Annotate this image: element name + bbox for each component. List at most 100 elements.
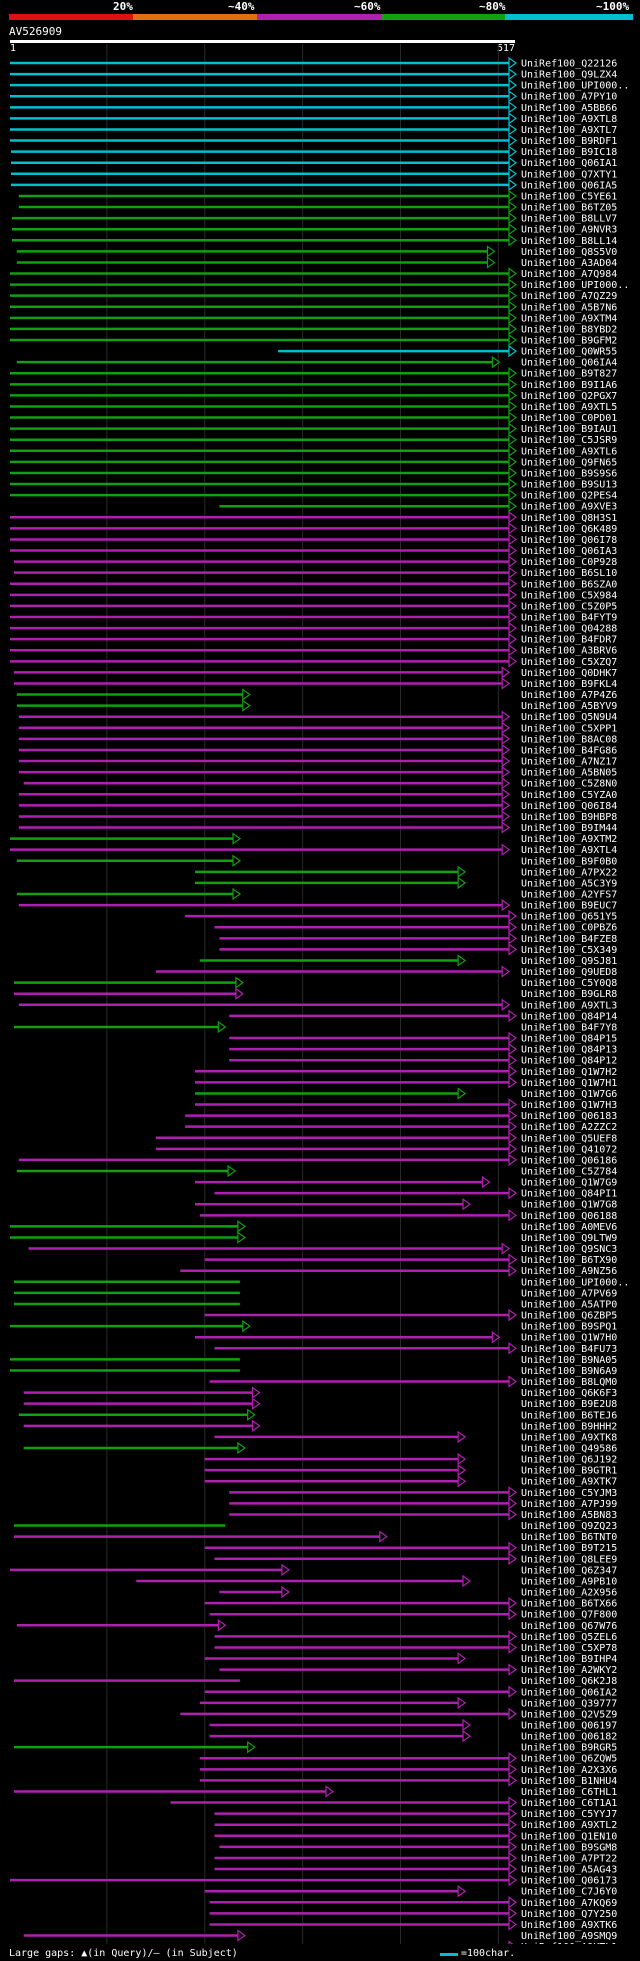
hit-row[interactable]: UniRef100_UPI000.. xyxy=(13,1277,629,1288)
hit-row[interactable]: UniRef100_B8LL14 xyxy=(11,234,617,247)
hit-row[interactable]: UniRef100_C5YJM3 xyxy=(229,1486,617,1499)
hit-row[interactable]: UniRef100_A5BN83 xyxy=(229,1508,617,1521)
hit-label[interactable]: UniRef100_Q22126 xyxy=(521,59,617,70)
hit-label[interactable]: UniRef100_B9N6A9 xyxy=(521,1366,617,1377)
hit-label[interactable]: UniRef100_A9XVE3 xyxy=(521,502,617,513)
hit-row[interactable]: UniRef100_Q1W7G6 xyxy=(194,1087,617,1100)
hit-row[interactable]: UniRef100_A9XTK8 xyxy=(214,1430,618,1444)
hit-row[interactable]: UniRef100_Q06186 xyxy=(18,1153,618,1167)
hit-row[interactable]: UniRef100_Q06IA3 xyxy=(10,544,617,558)
hit-row[interactable]: UniRef100_Q06I78 xyxy=(10,533,617,546)
hit-row[interactable]: UniRef100_B9S9S6 xyxy=(10,466,617,480)
hit-row[interactable]: UniRef100_Q0WR55 xyxy=(278,344,617,358)
hit-row[interactable]: UniRef100_Q6Z347 xyxy=(10,1563,617,1577)
hit-label[interactable]: UniRef100_B6SL10 xyxy=(521,568,617,579)
hit-row[interactable]: UniRef100_A2WKY2 xyxy=(219,1663,617,1677)
hit-label[interactable]: UniRef100_A9XTM2 xyxy=(521,834,617,845)
hit-row[interactable]: UniRef100_Q8LEE9 xyxy=(214,1552,618,1566)
hit-label[interactable]: UniRef100_C5YE61 xyxy=(521,191,617,202)
hit-row[interactable]: UniRef100_Q2PES4 xyxy=(10,488,617,502)
hit-row[interactable]: UniRef100_Q67W76 xyxy=(16,1619,617,1632)
hit-label[interactable]: UniRef100_C5YJM3 xyxy=(521,1488,617,1499)
hit-row[interactable]: UniRef100_B1NHU4 xyxy=(199,1774,617,1787)
hit-row[interactable]: UniRef100_A5AG43 xyxy=(214,1862,618,1876)
hit-label[interactable]: UniRef100_B6TX90 xyxy=(521,1255,617,1266)
hit-label[interactable]: UniRef100_Q6Z347 xyxy=(521,1565,617,1576)
hit-row[interactable]: UniRef100_A5B7N6 xyxy=(10,300,617,314)
hit-row[interactable]: UniRef100_A0MEV6 xyxy=(10,1220,617,1233)
hit-label[interactable]: UniRef100_A9NZ56 xyxy=(521,1266,617,1277)
hit-label[interactable]: UniRef100_C7J6Y0 xyxy=(521,1887,617,1898)
hit-label[interactable]: UniRef100_B9SU13 xyxy=(521,480,617,491)
hit-label[interactable]: UniRef100_B9IC18 xyxy=(521,147,617,158)
hit-row[interactable]: UniRef100_A2X956 xyxy=(219,1585,617,1599)
hit-row[interactable]: UniRef100_A5BYV9 xyxy=(16,699,617,713)
hit-label[interactable]: UniRef100_Q9LZX4 xyxy=(521,70,617,81)
hit-row[interactable]: UniRef100_C0P928 xyxy=(13,555,617,569)
hit-row[interactable]: UniRef100_Q1W7H2 xyxy=(194,1065,617,1078)
hit-row[interactable]: UniRef100_B9EUC7 xyxy=(18,898,618,912)
hit-label[interactable]: UniRef100_B9HBP8 xyxy=(521,812,617,823)
hit-label[interactable]: UniRef100_B8LQM0 xyxy=(521,1377,617,1388)
hit-label[interactable]: UniRef100_B8LL14 xyxy=(521,236,617,247)
hit-row[interactable]: UniRef100_Q06IA5 xyxy=(10,178,617,192)
hit-row[interactable]: UniRef100_A7P4Z6 xyxy=(16,688,617,702)
hit-label[interactable]: UniRef100_A5B7N6 xyxy=(521,302,617,313)
hit-row[interactable]: UniRef100_Q9SJ81 xyxy=(199,954,617,967)
hit-row[interactable]: UniRef100_Q1W7G8 xyxy=(194,1198,617,1211)
hit-label[interactable]: UniRef100_B6TEJ6 xyxy=(521,1410,617,1421)
hit-row[interactable]: UniRef100_B9GTR1 xyxy=(204,1463,618,1477)
hit-label[interactable]: UniRef100_B9RGR5 xyxy=(521,1743,617,1754)
hit-label[interactable]: UniRef100_Q06I84 xyxy=(521,801,617,812)
hit-label[interactable]: UniRef100_B9EUC7 xyxy=(521,901,617,912)
hit-label[interactable]: UniRef100_B9IAU1 xyxy=(521,424,617,435)
hit-row[interactable]: UniRef100_A9PB10 xyxy=(136,1574,617,1588)
hit-row[interactable]: UniRef100_A9XTL7 xyxy=(10,123,617,136)
hit-row[interactable]: UniRef100_C7J6Y0 xyxy=(204,1885,618,1898)
hit-row[interactable]: UniRef100_A9XTL5 xyxy=(10,400,617,413)
hit-label[interactable]: UniRef100_Q2V5Z9 xyxy=(521,1709,617,1720)
hit-label[interactable]: UniRef100_A9XTM4 xyxy=(521,313,617,324)
hit-label[interactable]: UniRef100_A2YFS7 xyxy=(521,890,617,901)
hit-label[interactable]: UniRef100_Q06IA5 xyxy=(521,180,617,191)
hit-label[interactable]: UniRef100_C5Y0Q8 xyxy=(521,978,617,989)
hit-label[interactable]: UniRef100_A3AD04 xyxy=(521,258,617,269)
hit-label[interactable]: UniRef100_C6THL1 xyxy=(521,1787,617,1798)
hit-row[interactable]: UniRef100_Q0DHK7 xyxy=(13,666,617,679)
hit-row[interactable]: UniRef100_A5ATP0 xyxy=(13,1299,617,1310)
hit-label[interactable]: UniRef100_B9SGM8 xyxy=(521,1842,617,1853)
hit-row[interactable]: UniRef100_B9RDF1 xyxy=(10,134,617,148)
hit-label[interactable]: UniRef100_UPI000.. xyxy=(521,280,629,291)
hit-label[interactable]: UniRef100_A7QZ29 xyxy=(521,291,617,302)
hit-row[interactable]: UniRef100_A3AD04 xyxy=(16,256,617,269)
hit-row[interactable]: UniRef100_C5Y0Q8 xyxy=(13,976,617,990)
hit-row[interactable]: UniRef100_Q06182 xyxy=(209,1729,618,1743)
hit-row[interactable]: UniRef100_Q84P13 xyxy=(229,1042,617,1056)
hit-label[interactable]: UniRef100_A7PV69 xyxy=(521,1288,617,1299)
hit-label[interactable]: UniRef100_Q06IA2 xyxy=(521,1687,617,1698)
hit-row[interactable]: UniRef100_B9N6A9 xyxy=(10,1366,617,1377)
hit-label[interactable]: UniRef100_C5XZQ7 xyxy=(521,657,617,668)
hit-row[interactable]: UniRef100_B9IM44 xyxy=(18,821,618,835)
hit-row[interactable]: UniRef100_Q6J192 xyxy=(204,1452,618,1466)
hit-label[interactable]: UniRef100_Q5ZEL6 xyxy=(521,1632,617,1643)
hit-row[interactable]: UniRef100_B9HHH2 xyxy=(23,1419,618,1433)
hit-label[interactable]: UniRef100_A2WKY2 xyxy=(521,1665,617,1676)
hit-label[interactable]: UniRef100_Q6J192 xyxy=(521,1455,617,1466)
hit-label[interactable]: UniRef100_Q7Y250 xyxy=(521,1909,617,1920)
hit-label[interactable]: UniRef100_A9XTL2 xyxy=(521,1820,617,1831)
hit-label[interactable]: UniRef100_A7PY10 xyxy=(521,92,617,103)
hit-label[interactable]: UniRef100_A7NZ17 xyxy=(521,757,617,768)
hit-row[interactable]: UniRef100_Q84PI1 xyxy=(214,1186,618,1200)
hit-label[interactable]: UniRef100_B8LLV7 xyxy=(521,214,617,225)
hit-label[interactable]: UniRef100_Q6K2J8 xyxy=(521,1676,617,1687)
hit-row[interactable]: UniRef100_C6THL1 xyxy=(13,1785,617,1798)
hit-row[interactable]: UniRef100_B8LLV7 xyxy=(11,211,617,225)
hit-label[interactable]: UniRef100_B4FU73 xyxy=(521,1344,617,1355)
hit-row[interactable]: UniRef100_A9NVR3 xyxy=(11,223,617,236)
hit-label[interactable]: UniRef100_Q1W7G9 xyxy=(521,1178,617,1189)
hit-label[interactable]: UniRef100_Q1W7H0 xyxy=(521,1333,617,1344)
hit-label[interactable]: UniRef100_C5Z0P5 xyxy=(521,601,617,612)
hit-row[interactable]: UniRef100_B9F0B0 xyxy=(16,854,617,868)
hit-label[interactable]: UniRef100_Q1W7G8 xyxy=(521,1200,617,1211)
